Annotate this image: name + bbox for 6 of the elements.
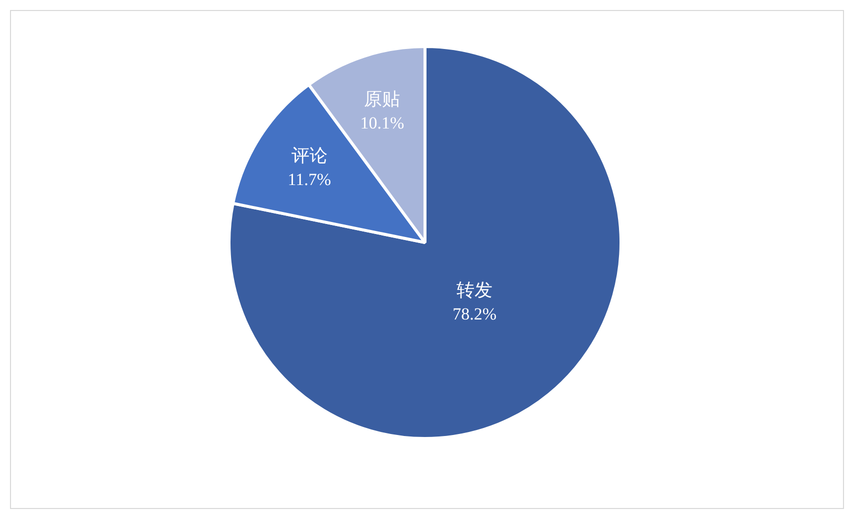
data-label: 78.2% xyxy=(452,304,497,324)
data-label: 10.1% xyxy=(360,114,404,133)
data-label: 11.7% xyxy=(288,170,332,190)
slice-label: 原贴 xyxy=(364,89,400,110)
slice-label: 转发 xyxy=(456,280,493,300)
slice-label: 评论 xyxy=(291,146,328,166)
